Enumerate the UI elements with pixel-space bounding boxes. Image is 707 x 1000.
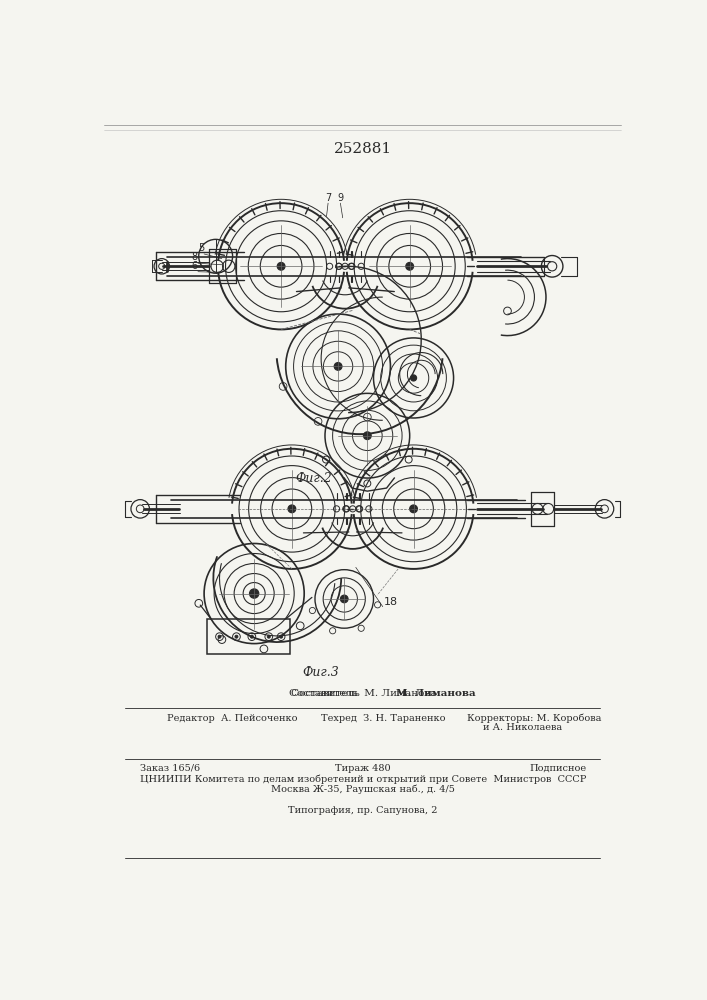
Text: и А. Николаева: и А. Николаева [483,723,562,732]
Circle shape [279,635,283,638]
Circle shape [411,375,416,381]
Text: Типография, пр. Сапунова, 2: Типография, пр. Сапунова, 2 [288,806,438,815]
Text: Редактор  А. Пейсоченко: Редактор А. Пейсоченко [167,714,298,723]
Bar [207,619,290,654]
Text: 7: 7 [325,193,331,203]
Circle shape [235,635,238,638]
Text: Подписное: Подписное [530,764,587,773]
Circle shape [250,589,259,598]
Text: Заказ 165/6: Заказ 165/6 [140,764,200,773]
Text: 8: 8 [192,252,198,262]
Text: 5: 5 [198,243,204,253]
Circle shape [250,635,253,638]
Text: 252881: 252881 [334,142,392,156]
Text: 6: 6 [192,261,198,271]
Text: Составитель  М. Лиманова: Составитель М. Лиманова [289,689,436,698]
Circle shape [363,432,371,440]
Text: Фиг.2: Фиг.2 [295,472,332,485]
Circle shape [406,262,414,270]
Text: 18: 18 [385,597,399,607]
Text: ЦНИИПИ Комитета по делам изобретений и открытий при Совете  Министров  СССР: ЦНИИПИ Комитета по делам изобретений и о… [139,775,586,784]
Text: Тираж 480: Тираж 480 [335,764,390,773]
Circle shape [340,595,348,603]
Text: Фиг.3: Фиг.3 [303,666,339,679]
Text: Корректоры: М. Коробова: Корректоры: М. Коробова [467,713,602,723]
Circle shape [277,262,285,270]
Circle shape [288,505,296,513]
Text: Москва Ж-35, Раушская наб., д. 4/5: Москва Ж-35, Раушская наб., д. 4/5 [271,785,455,794]
Text: М. Лиманова: М. Лиманова [396,689,475,698]
Text: Составитель: Составитель [291,689,363,698]
Text: Техред  З. Н. Тараненко: Техред З. Н. Тараненко [321,714,445,723]
Text: 9: 9 [337,193,344,203]
Circle shape [409,505,417,513]
Circle shape [334,363,342,370]
Circle shape [267,635,270,638]
Circle shape [218,635,221,638]
